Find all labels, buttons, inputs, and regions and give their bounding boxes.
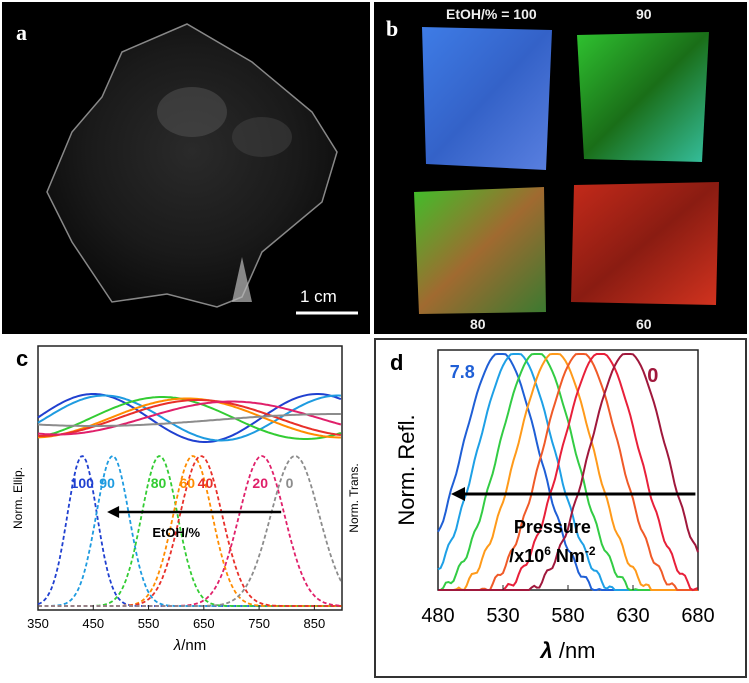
trans-curve-0 [38,455,343,607]
x-tick-label: 450 [82,616,104,631]
refl-curve-6 [438,353,699,591]
film-texture [232,117,292,157]
scale-bar-label: 1 cm [300,287,337,306]
trans-curve-40 [38,455,342,607]
label-high-pressure: 7.8 [450,362,475,382]
series-label-40: 40 [198,475,214,491]
series-label-90: 90 [99,475,115,491]
panel-d: 7.8 0 Pressure/x106 Nm-2 480 530 580 630 680 λ /… [374,338,747,678]
x-tick-label: 850 [304,616,326,631]
x-tick-label: 680 [681,605,714,627]
x-axis-label: λ/nm [173,637,206,654]
panel-label-d: d [390,350,403,375]
trans-curve-60 [38,455,342,607]
chart-d: 7.8 0 Pressure/x106 Nm-2 480 530 580 630 680 λ /… [390,349,715,663]
film-swatch-100 [422,27,552,170]
caption-80: 80 [470,316,486,332]
trans-curve-20 [38,455,342,607]
x-tick-label: 650 [193,616,215,631]
film-swatch-90 [577,32,709,162]
x-tick-label: 580 [551,605,584,627]
sample-film [46,23,338,308]
trans-curve-80 [38,455,342,607]
caption-90: 90 [636,6,652,22]
y-axis-label: Norm. Refl. [394,414,419,525]
y-axis-label-right: Norm. Trans. [347,463,361,532]
panel-c: 100 90 80 60 40 20 0 EtOH/% 350 450 550 650 750 850 λ/… [2,338,370,678]
x-axis-label: λ /nm [539,638,595,663]
film-texture [157,87,227,137]
series-label-80: 80 [151,475,167,491]
x-tick-label: 750 [248,616,270,631]
film-swatch-80 [414,187,546,314]
ellip-curve-0 [37,413,341,427]
label-zero-pressure: 0 [647,365,658,387]
ellip-curve-20 [37,400,342,436]
pressure-label: Pressure [514,517,591,537]
x-tick-label: 530 [486,605,519,627]
panel-a-image [46,23,358,315]
panel-b: b EtOH/% = 100 90 80 60 [374,2,747,334]
panel-label-a: a [16,20,27,45]
panel-label-c: c [16,346,28,371]
arrow-head [107,506,120,518]
x-tick-label: 350 [27,616,49,631]
y-axis-label-left: Norm. Ellip. [11,467,25,529]
series-label-20: 20 [252,475,268,491]
legend-title: EtOH/% [152,525,200,540]
pressure-units: /x106 Nm-2 [509,544,596,566]
panel-label-b: b [386,16,399,41]
film-swatch-60 [571,182,719,305]
plot-frame [37,345,343,611]
caption-60: 60 [636,316,652,332]
ellip-curve-100 [37,393,342,443]
panel-b-image [414,27,719,314]
series-label-0: 0 [286,475,294,491]
x-tick-label: 480 [421,605,454,627]
caption-100: EtOH/% = 100 [446,6,537,22]
series-label-100: 100 [71,475,95,491]
x-tick-label: 550 [138,616,160,631]
x-tick-label: 630 [616,605,649,627]
film-edge-highlight [232,257,252,302]
chart-c: 100 90 80 60 40 20 0 EtOH/% 350 450 550 650 750 850 λ/… [11,345,361,654]
arrow-head [451,487,465,501]
ellip-curve-90 [37,394,341,442]
ellip-curve-60 [37,397,341,439]
ellip-curve-40 [38,399,341,437]
series-label-60: 60 [179,475,195,491]
panel-a: a 1 cm [2,2,370,334]
